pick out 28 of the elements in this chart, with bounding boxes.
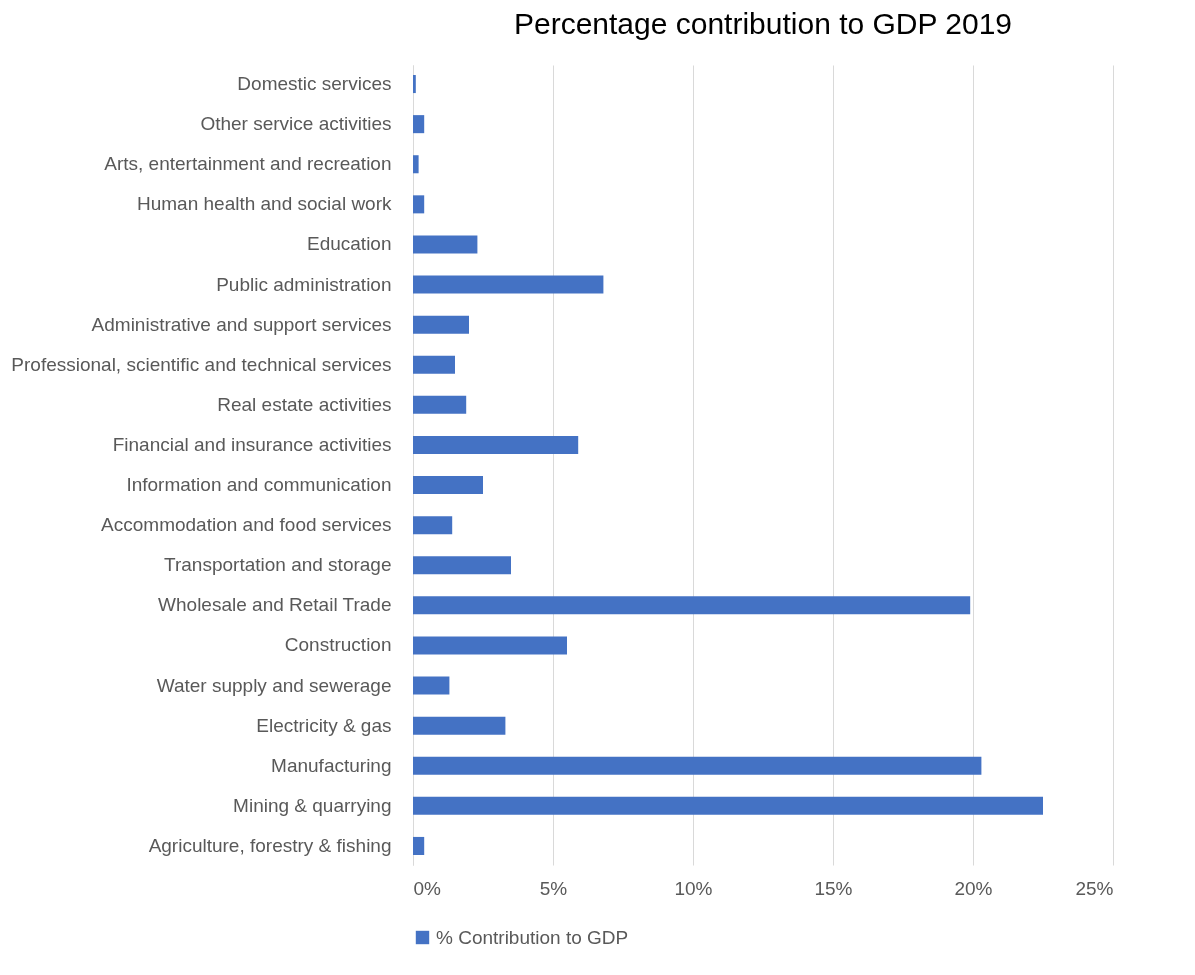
y-tick-label: Information and communication <box>126 474 392 496</box>
y-tick-label: Construction <box>284 634 392 656</box>
y-tick-label: Electricity & gas <box>256 714 392 736</box>
y-tick-label: Financial and insurance activities <box>112 433 392 455</box>
y-tick-label: Education <box>306 233 392 255</box>
x-tick-label: 20% <box>954 877 993 899</box>
y-tick-label: Human health and social work <box>136 193 392 215</box>
y-tick-label: Public administration <box>216 273 392 295</box>
y-tick-label: Mining & quarrying <box>233 794 392 816</box>
y-tick-label: Accommodation and food services <box>101 514 392 536</box>
x-tick-label: 10% <box>674 877 713 899</box>
chart-title: Percentage contribution to GDP 2019 <box>513 7 1013 40</box>
x-tick-label: 0% <box>413 877 442 899</box>
y-tick-label: Real estate activities <box>217 393 392 415</box>
y-tick-label: Professional, scientific and technical services <box>11 353 392 375</box>
legend-label: % Contribution to GDP <box>436 926 629 948</box>
x-tick-label: 25% <box>1075 877 1114 899</box>
x-tick-label: 15% <box>814 877 853 899</box>
y-tick-label: Domestic services <box>237 73 392 95</box>
x-tick-label: 5% <box>539 877 568 899</box>
y-tick-label: Arts, entertainment and recreation <box>104 153 392 175</box>
y-tick-label: Water supply and sewerage <box>156 674 392 696</box>
y-tick-label: Agriculture, forestry & fishing <box>148 834 392 856</box>
y-tick-label: Manufacturing <box>271 754 392 776</box>
y-tick-label: Other service activities <box>200 113 392 135</box>
y-tick-label: Wholesale and Retail Trade <box>158 594 392 616</box>
y-tick-label: Administrative and support services <box>91 313 392 335</box>
y-tick-label: Transportation and storage <box>164 554 392 576</box>
